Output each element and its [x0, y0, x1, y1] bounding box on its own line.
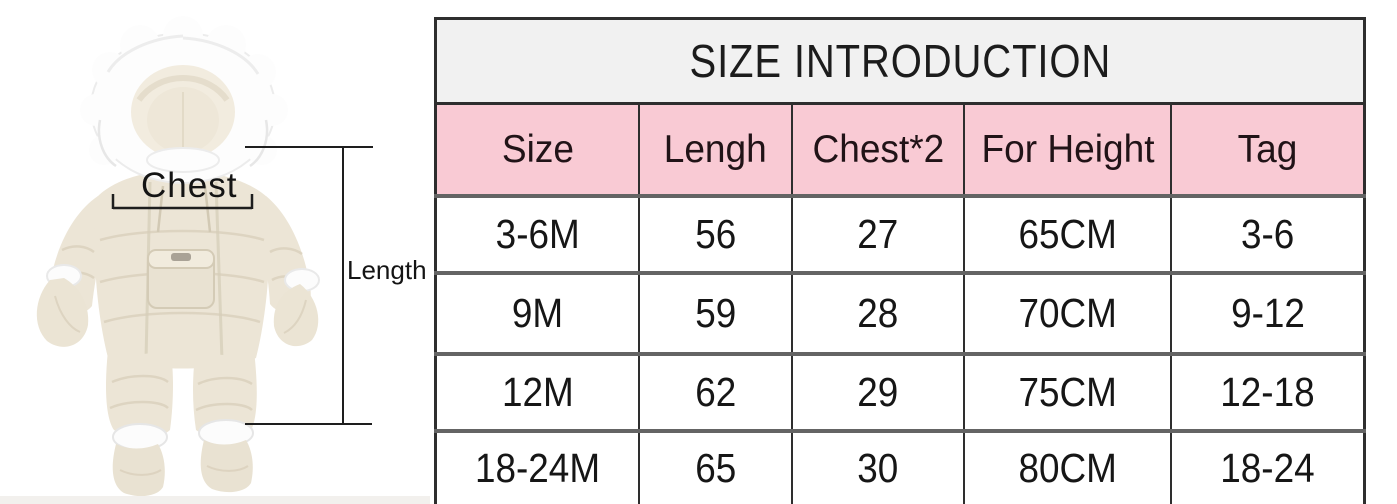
table-row: 12M 62 29 75CM 12-18: [434, 354, 1366, 433]
cell-chest: 28: [791, 273, 966, 356]
measurement-lines: [111, 146, 373, 425]
chest-pocket: [147, 249, 215, 309]
table-row: 18-24M 65 30 80CM 18-24: [434, 431, 1366, 504]
photo-bottom-strip: [0, 496, 430, 504]
col-header-chest: Chest*2: [791, 103, 966, 198]
col-header-tag: Tag: [1170, 103, 1366, 198]
product-photo: Chest Length: [0, 0, 430, 504]
table-title-row: SIZE INTRODUCTION: [434, 18, 1366, 105]
fur-hood: [80, 16, 288, 184]
length-measure-label: Length: [347, 255, 427, 285]
cell-size: 18-24M: [434, 431, 640, 504]
cell-length: 62: [637, 354, 794, 433]
cell-for-height: 65CM: [963, 196, 1173, 275]
cell-chest: 29: [791, 354, 966, 433]
col-header-length: Lengh: [637, 103, 794, 198]
cell-length: 59: [637, 273, 794, 356]
booties: [112, 419, 254, 497]
snowsuit-illustration: [0, 16, 430, 504]
size-table: SIZE INTRODUCTION Size Lengh Chest*2 For…: [434, 17, 1366, 504]
table-title: SIZE INTRODUCTION: [434, 18, 1366, 105]
cell-length: 56: [637, 196, 794, 275]
col-header-size: Size: [434, 103, 640, 198]
cell-size: 3-6M: [434, 196, 640, 275]
cell-chest: 27: [791, 196, 966, 275]
suit-legs: [106, 348, 257, 438]
cell-tag: 18-24: [1170, 431, 1366, 504]
cell-for-height: 80CM: [963, 431, 1173, 504]
cell-size: 9M: [434, 273, 640, 356]
cell-for-height: 70CM: [963, 273, 1173, 356]
cell-length: 65: [637, 431, 794, 504]
table-row: 9M 59 28 70CM 9-12: [434, 273, 1366, 356]
cell-chest: 30: [791, 431, 966, 504]
cell-for-height: 75CM: [963, 354, 1173, 433]
mittens: [36, 264, 320, 347]
col-header-for-height: For Height: [963, 103, 1173, 198]
cell-tag: 3-6: [1170, 196, 1366, 275]
table-title-text: SIZE INTRODUCTION: [689, 35, 1111, 87]
table-row: 3-6M 56 27 65CM 3-6: [434, 196, 1366, 275]
cell-size: 12M: [434, 354, 640, 433]
cell-tag: 9-12: [1170, 273, 1366, 356]
cell-tag: 12-18: [1170, 354, 1366, 433]
chest-measure-label: Chest: [141, 166, 238, 205]
table-header-row: Size Lengh Chest*2 For Height Tag: [434, 103, 1366, 198]
